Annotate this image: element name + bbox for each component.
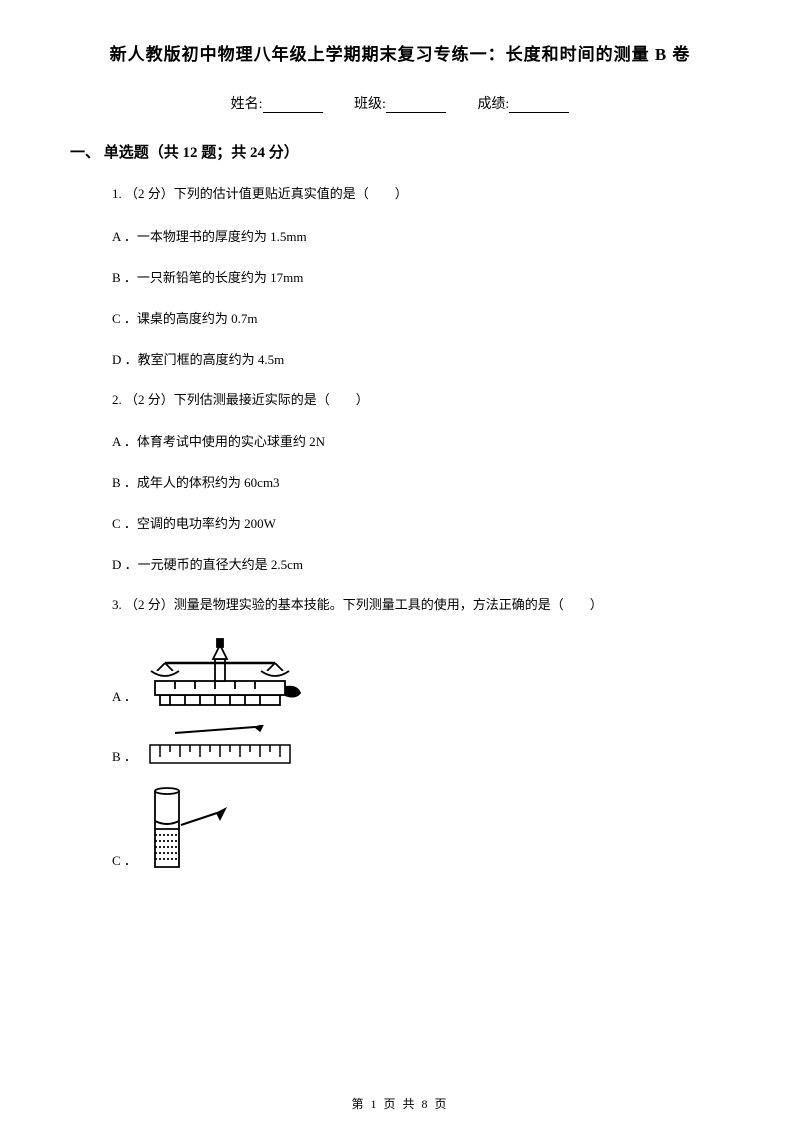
q2-opt-c: C ．空调的电功率约为 200W (112, 513, 730, 532)
class-blank (386, 99, 446, 113)
balance-scale-icon (145, 637, 305, 709)
graduated-cylinder-icon (145, 785, 245, 873)
q3-opt-b-row: B ． (112, 725, 730, 769)
class-label: 班级: (354, 97, 386, 112)
name-blank (263, 99, 323, 113)
score-blank (509, 99, 569, 113)
ruler-icon (145, 725, 295, 769)
section-header: 一、 单选题（共 12 题；共 24 分） (70, 141, 730, 162)
q1-opt-a: A ．一本物理书的厚度约为 1.5mm (112, 226, 730, 245)
q1-stem: 1. （2 分）下列的估计值更贴近真实值的是（ ） (112, 184, 730, 204)
q2-opt-b: B ．成年人的体积约为 60cm3 (112, 472, 730, 491)
q3-opt-a-row: A ． (112, 637, 730, 709)
q1-opt-d: D ．教室门框的高度约为 4.5m (112, 349, 730, 368)
q3-opt-b-label: B ． (112, 746, 137, 769)
q3-opt-a-label: A ． (112, 686, 137, 709)
student-info-row: 姓名: 班级: 成绩: (70, 93, 730, 113)
q3-opt-c-row: C ． (112, 785, 730, 873)
page-footer: 第 1 页 共 8 页 (0, 1095, 800, 1112)
q2-stem: 2. （2 分）下列估测最接近实际的是（ ） (112, 390, 730, 410)
q2-opt-d: D ．一元硬币的直径大约是 2.5cm (112, 554, 730, 573)
q2-opt-a: A ．体育考试中使用的实心球重约 2N (112, 431, 730, 450)
q3-stem: 3. （2 分）测量是物理实验的基本技能。下列测量工具的使用，方法正确的是（ ） (112, 595, 730, 615)
q3-opt-c-label: C ． (112, 850, 137, 873)
document-title: 新人教版初中物理八年级上学期期末复习专练一：长度和时间的测量 B 卷 (70, 40, 730, 65)
name-label: 姓名: (231, 97, 263, 112)
score-label: 成绩: (477, 97, 509, 112)
questions-container: 1. （2 分）下列的估计值更贴近真实值的是（ ） A ．一本物理书的厚度约为 … (112, 184, 730, 873)
q1-opt-b: B ．一只新铅笔的长度约为 17mm (112, 267, 730, 286)
q1-opt-c: C ．课桌的高度约为 0.7m (112, 308, 730, 327)
